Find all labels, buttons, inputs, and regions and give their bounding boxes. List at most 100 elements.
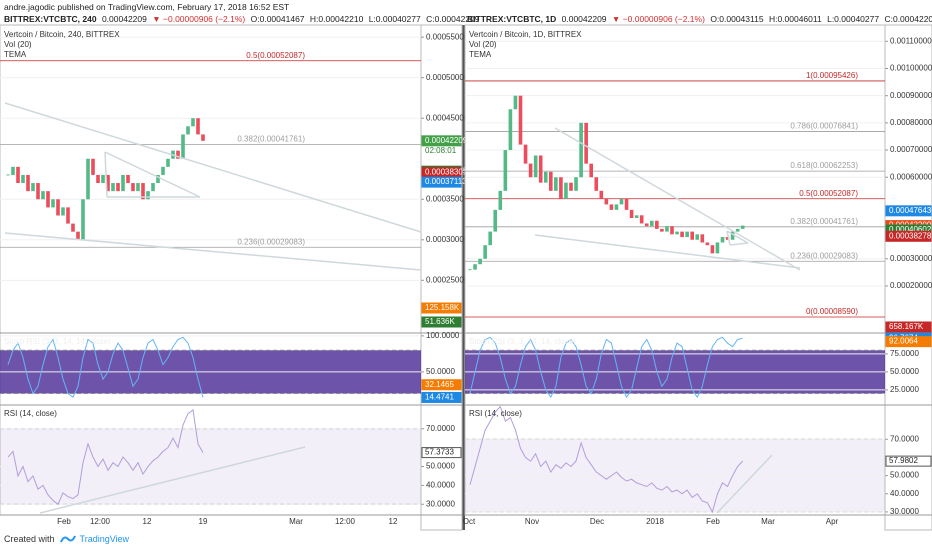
- y-tick-label: 0.00030000: [890, 254, 932, 263]
- candle: [735, 228, 740, 232]
- y-tick-label: 0.00035000: [426, 194, 469, 203]
- trend-line: [554, 127, 801, 271]
- x-tick-label: Dec: [590, 517, 604, 526]
- candle: [554, 177, 558, 191]
- trend-line: [726, 230, 749, 244]
- candle: [36, 183, 40, 200]
- stoch-badge: [885, 336, 932, 348]
- candle: [126, 174, 130, 184]
- price-badge-label: 0.00037113: [425, 177, 467, 186]
- open: O:0.00041467: [250, 14, 305, 24]
- volume-badge-label: 658.167K: [889, 322, 924, 331]
- stoch-badge: [421, 391, 462, 403]
- x-tick-label: Feb: [706, 517, 720, 526]
- candle: [196, 118, 200, 135]
- candle: [96, 174, 100, 184]
- tema-label: TEMA: [4, 50, 27, 59]
- price-badge: [885, 205, 932, 217]
- candle: [26, 174, 30, 192]
- candle: [61, 207, 65, 216]
- candle: [543, 171, 548, 183]
- y-tick-label: 0.00080000: [890, 118, 932, 127]
- price-axis: [420, 24, 463, 531]
- candle: [71, 223, 75, 232]
- stoch-line: [7, 336, 204, 398]
- volume-badge: [421, 302, 462, 314]
- candle: [156, 174, 160, 184]
- rsi-badge-label: 57.9802: [889, 456, 918, 465]
- candle: [725, 237, 730, 240]
- last: 0.00042209: [561, 14, 607, 24]
- x-tick-label: Apr: [826, 517, 839, 526]
- low: L:0.00040277: [368, 14, 421, 24]
- volume-badge: [885, 321, 932, 333]
- x-tick-label: 12: [143, 517, 152, 526]
- candle: [680, 231, 684, 238]
- candle: [624, 198, 629, 210]
- candle: [619, 198, 624, 205]
- candle: [136, 183, 140, 192]
- x-tick-label: Mar: [289, 517, 303, 526]
- tema-label: TEMA: [469, 50, 492, 59]
- x-tick-label: Feb: [57, 517, 71, 526]
- candle: [589, 163, 593, 178]
- rsi-badge-label: 57.3733: [425, 448, 454, 457]
- stoch-line: [469, 336, 743, 399]
- rsi-badge: [885, 455, 932, 467]
- high: H:0.00042210: [309, 14, 364, 24]
- symbol: BITTREX:VTCBTC, 1D: [467, 14, 557, 24]
- y-tick-label: 100.0000: [426, 331, 460, 340]
- y-tick-label: 50.0000: [890, 471, 919, 480]
- candle: [690, 231, 694, 240]
- stoch-badge-label: 92.0064: [889, 337, 918, 346]
- candle: [715, 242, 720, 254]
- candle: [574, 177, 578, 191]
- candle: [538, 155, 543, 183]
- y-tick-label: 0.00070000: [890, 145, 932, 154]
- candle: [695, 234, 700, 240]
- candle: [549, 171, 553, 191]
- plot-area: [0, 24, 422, 516]
- trend-line: [729, 242, 749, 246]
- stoch-badge-label: 32.1465: [425, 380, 454, 389]
- candle: [639, 215, 644, 224]
- vol-label: Vol (20): [4, 40, 32, 49]
- candle: [146, 191, 150, 200]
- candle: [675, 231, 679, 235]
- author-line: andre.jagodic published on TradingView.c…: [4, 2, 290, 12]
- candle: [473, 264, 477, 270]
- candle: [594, 177, 599, 191]
- fib-label: 0.618(0.00062253): [790, 161, 858, 170]
- candle: [655, 220, 659, 229]
- x-tick-label: 12:00: [335, 517, 356, 526]
- y-tick-label: 0.00100000: [890, 64, 932, 73]
- trend-line: [104, 151, 108, 198]
- price-badge-label: 0.00038278: [889, 231, 932, 240]
- candle: [670, 226, 674, 235]
- y-tick-label: 0.00050000: [426, 73, 469, 82]
- y-tick-label: 30.0000: [426, 499, 455, 508]
- y-tick-label: 0.00060000: [890, 172, 932, 181]
- y-tick-label: 0.00055000: [426, 32, 469, 41]
- y-tick-label: 0.00110000: [890, 36, 932, 45]
- stoch-badge-label: 14.4741: [425, 393, 454, 402]
- candle: [584, 122, 588, 164]
- volume-badge: [421, 316, 462, 328]
- candle: [176, 150, 180, 159]
- y-tick-label: 40.0000: [426, 480, 455, 489]
- y-tick-label: 0.00090000: [890, 91, 932, 100]
- candle: [503, 150, 508, 191]
- volume-badge-label: 51.636K: [425, 317, 455, 326]
- price-badge-label: 0.00040602: [889, 225, 932, 234]
- vol-label: Vol (20): [469, 40, 497, 49]
- close: C:0.00042209: [426, 14, 480, 24]
- trend-line: [4, 102, 422, 233]
- stoch-title: Stoch RSI (3, 3, 14, 14, close): [469, 337, 576, 346]
- fib-label: 0.5(0.00052087): [246, 51, 305, 60]
- trend-line: [4, 232, 422, 271]
- candle: [569, 182, 573, 191]
- candle: [131, 183, 135, 192]
- candle: [533, 155, 538, 178]
- trend-line: [39, 446, 306, 514]
